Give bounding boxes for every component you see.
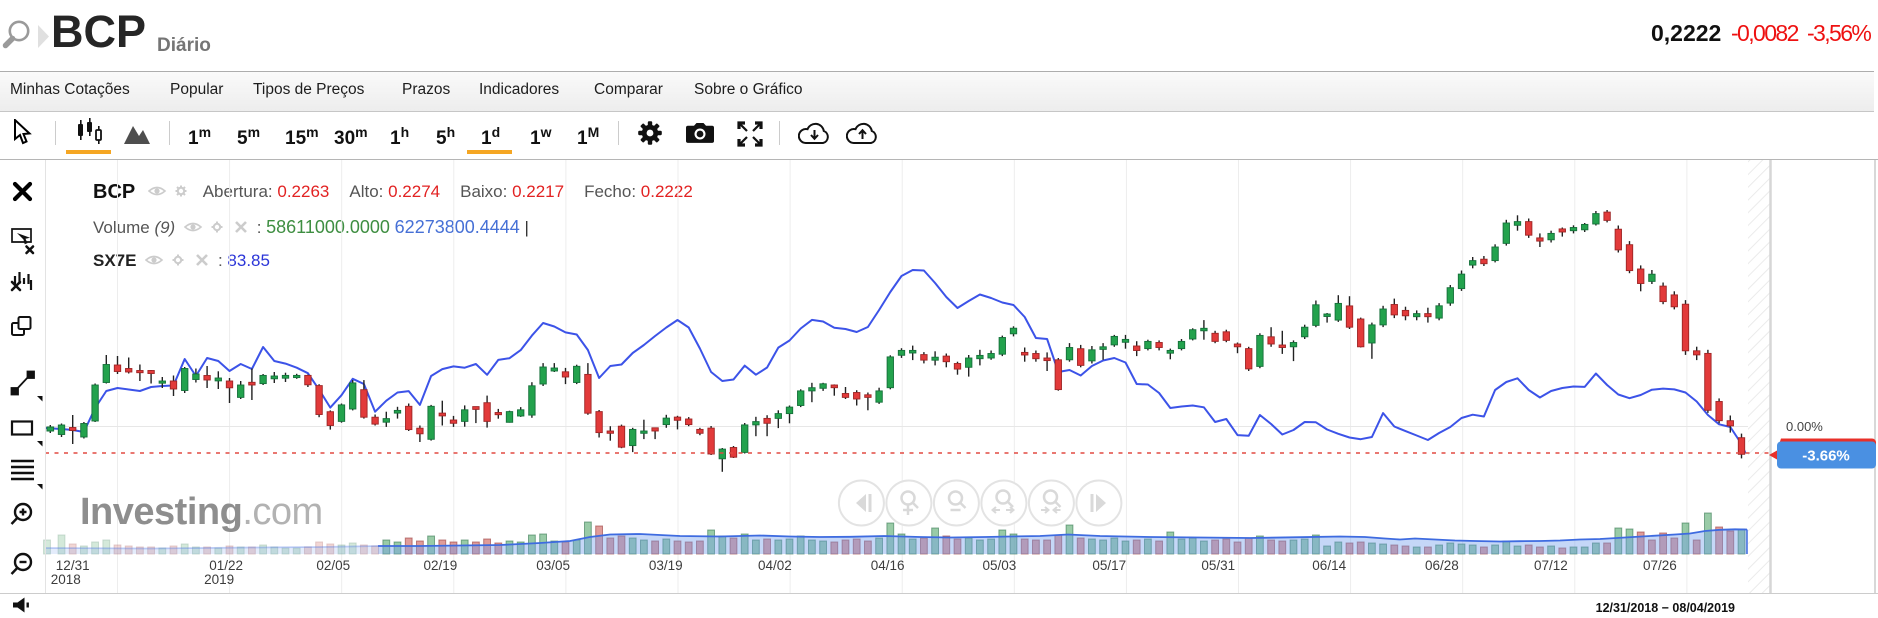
svg-text:01/22: 01/22 [209,558,243,573]
svg-text:12/31/2018 − 08/04/2019: 12/31/2018 − 08/04/2019 [1596,601,1735,615]
svg-text:02/19: 02/19 [424,558,458,573]
svg-text:03/19: 03/19 [649,558,683,573]
svg-text:05/31: 05/31 [1201,558,1235,573]
svg-text:02/05: 02/05 [316,558,350,573]
svg-text:0.00%: 0.00% [1786,419,1823,434]
svg-text:12/31: 12/31 [56,558,90,573]
svg-text:2018: 2018 [51,572,81,587]
svg-text:07/26: 07/26 [1643,558,1677,573]
svg-text:-3.66%: -3.66% [1802,448,1850,465]
svg-text:Investing.com: Investing.com [80,491,323,533]
svg-text:05/03: 05/03 [983,558,1017,573]
svg-text:04/02: 04/02 [758,558,792,573]
svg-text:07/12: 07/12 [1534,558,1568,573]
svg-text:05/17: 05/17 [1092,558,1126,573]
svg-text:2019: 2019 [204,572,234,587]
svg-text:03/05: 03/05 [536,558,570,573]
svg-text:06/28: 06/28 [1425,558,1459,573]
svg-text:06/14: 06/14 [1312,558,1346,573]
svg-text:04/16: 04/16 [871,558,905,573]
